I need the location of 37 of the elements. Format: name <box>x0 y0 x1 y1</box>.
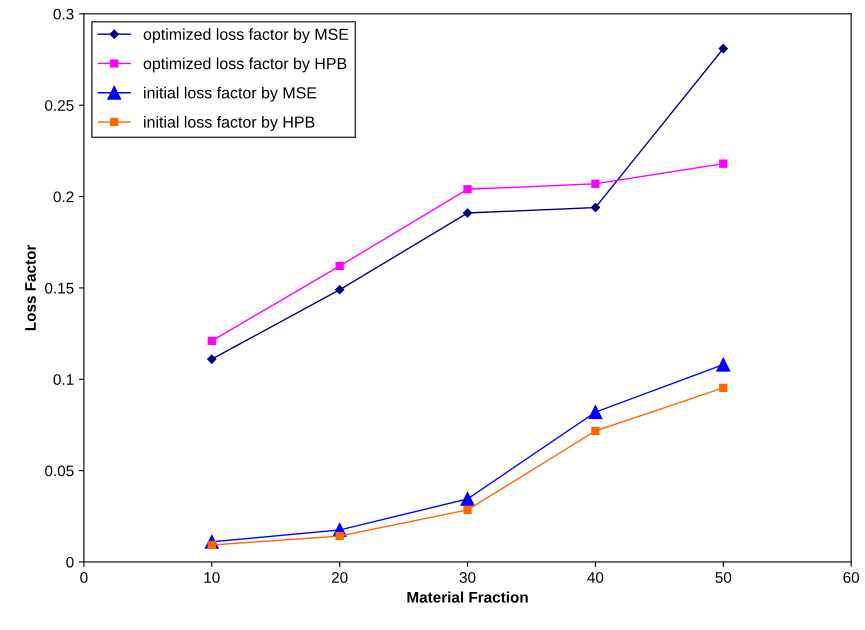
x-tick-label: 50 <box>715 572 732 583</box>
x-tick-label: 30 <box>460 572 476 583</box>
x-tick-label: 60 <box>843 572 860 583</box>
y-axis-title: Loss Factor <box>25 244 36 330</box>
point <box>591 180 600 188</box>
legend-label: optimized loss factor by HPB <box>144 58 346 72</box>
point <box>718 44 728 54</box>
point <box>716 358 730 372</box>
point <box>460 492 474 506</box>
y-tick-label: 0 <box>66 556 74 568</box>
point <box>591 426 600 436</box>
point <box>335 285 344 294</box>
point <box>335 532 344 540</box>
point <box>463 185 472 194</box>
point <box>207 354 216 364</box>
y-tick-label: 0.1 <box>54 374 74 385</box>
point <box>463 506 472 514</box>
point <box>462 208 472 218</box>
legend-label: initial loss factor by HPB <box>144 116 314 131</box>
y-tick-label: 0.3 <box>54 8 74 20</box>
y-tick-label: 0.15 <box>45 282 74 294</box>
x-tick-label: 20 <box>332 572 348 583</box>
legend-label: initial loss factor by MSE <box>144 86 316 102</box>
point <box>335 262 344 270</box>
x-tick-label: 10 <box>204 572 220 583</box>
y-tick-label: 0.2 <box>54 191 74 202</box>
x-axis-title: Material Fraction <box>407 591 528 603</box>
x-tick-label: 0 <box>80 572 88 583</box>
legend-label: optimized loss factor by MSE <box>144 28 348 44</box>
point <box>590 202 600 212</box>
y-tick-label: 0.25 <box>45 100 74 111</box>
x-tick-label: 40 <box>587 572 604 583</box>
point <box>719 160 728 168</box>
point <box>208 336 216 346</box>
y-tick-label: 0.05 <box>45 465 74 476</box>
point <box>719 384 728 392</box>
point <box>588 405 602 420</box>
